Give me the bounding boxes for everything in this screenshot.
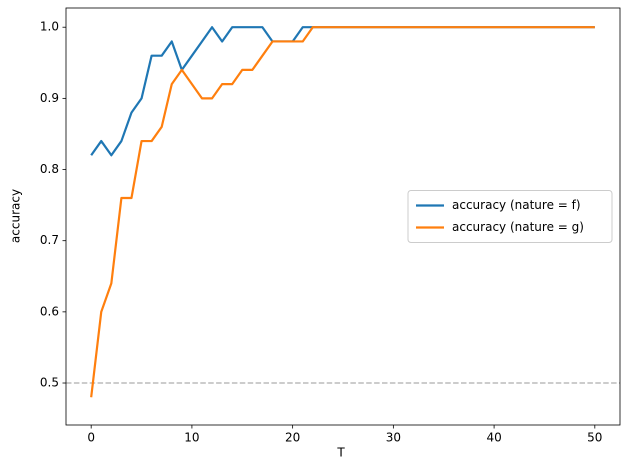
- series-line: [90, 26, 595, 157]
- y-tick-label: 0.6: [40, 304, 59, 318]
- y-tick-label: 1.0: [40, 20, 59, 34]
- legend-label: accuracy (nature = g): [452, 220, 584, 234]
- y-tick-label: 0.9: [40, 91, 59, 105]
- series-line: [90, 26, 595, 398]
- y-tick-label: 0.7: [40, 233, 59, 247]
- x-axis-label: T: [336, 446, 345, 460]
- y-tick-label: 0.8: [40, 162, 59, 176]
- legend-label: accuracy (nature = f): [452, 198, 581, 212]
- x-tick-label: 0: [87, 431, 95, 445]
- x-tick-label: 50: [587, 431, 602, 445]
- x-tick-label: 40: [486, 431, 501, 445]
- legend-box: [407, 190, 613, 243]
- y-axis-label: accuracy: [9, 189, 23, 243]
- x-tick-label: 30: [386, 431, 401, 445]
- y-tick-label: 0.5: [40, 376, 59, 390]
- plot-frame: [65, 7, 621, 426]
- x-tick-label: 10: [184, 431, 199, 445]
- x-tick-label: 20: [285, 431, 300, 445]
